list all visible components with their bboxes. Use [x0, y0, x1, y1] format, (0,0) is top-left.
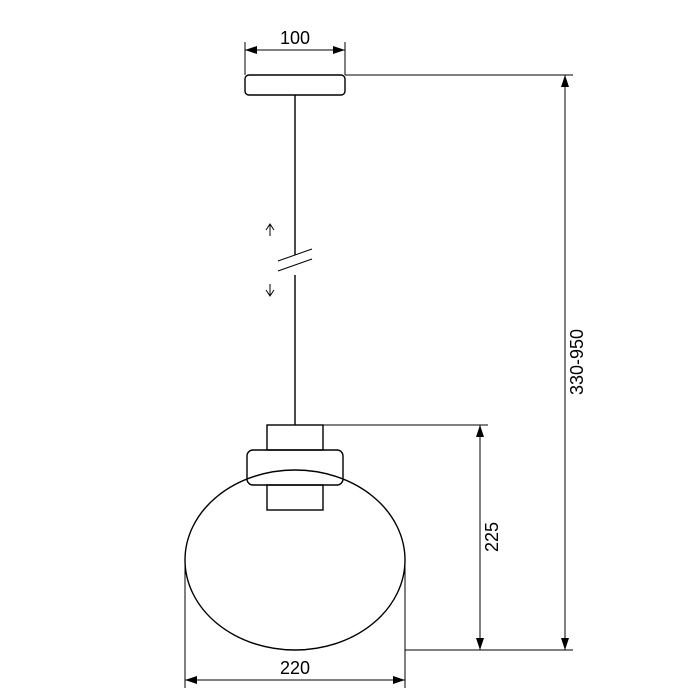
collar [247, 450, 343, 485]
dim-total-height: 330-950 [345, 75, 587, 650]
dim-total-height-label: 330-950 [567, 329, 587, 395]
dim-shade-height-label: 225 [482, 522, 502, 552]
dim-canopy-width: 100 [245, 28, 345, 75]
pendant-light-technical-drawing: 100 220 225 330-950 [0, 0, 700, 700]
glass-shade [185, 470, 405, 650]
luminaire-outline [185, 75, 405, 650]
cable-break-mark [266, 224, 312, 296]
dim-canopy-width-label: 100 [280, 28, 310, 48]
neck [267, 425, 323, 450]
canopy [245, 75, 345, 95]
dim-shade-height: 225 [323, 425, 502, 650]
inner-cup [267, 485, 323, 510]
dim-shade-width-label: 220 [280, 658, 310, 678]
